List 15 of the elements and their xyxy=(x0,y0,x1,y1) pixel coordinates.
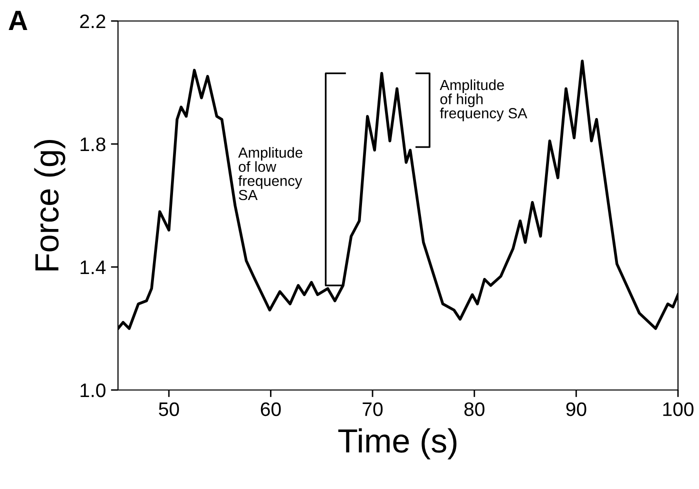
y-tick-label: 2.2 xyxy=(80,14,106,28)
annotation: Amplitude of high frequency SA xyxy=(440,79,528,122)
x-tick-label: 70 xyxy=(362,402,383,416)
x-tick-label: 80 xyxy=(464,402,484,416)
x-tick-label: 100 xyxy=(663,402,694,416)
annotation: Amplitude of low frequency SA xyxy=(238,147,302,200)
y-tick-label: 1.8 xyxy=(80,137,106,152)
x-tick-label: 90 xyxy=(566,402,586,416)
y-axis-title: Force (g) xyxy=(34,140,66,270)
x-axis-title: Time (s) xyxy=(338,428,456,460)
y-tick-label: 1.0 xyxy=(80,383,106,398)
x-tick-label: 50 xyxy=(158,402,179,416)
chart-title: A xyxy=(8,10,28,30)
x-tick-label: 60 xyxy=(260,402,281,416)
y-tick-label: 1.4 xyxy=(80,260,106,274)
